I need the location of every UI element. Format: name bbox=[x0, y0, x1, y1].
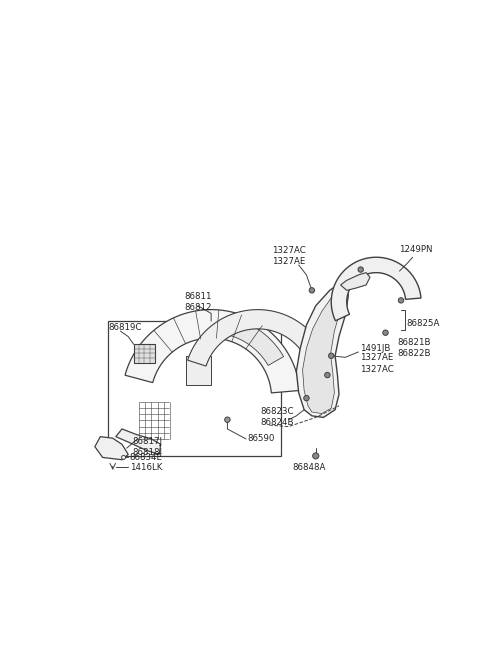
Circle shape bbox=[324, 372, 330, 378]
Text: 86821B
86822B: 86821B 86822B bbox=[397, 338, 431, 358]
Text: 1327AC
1327AE: 1327AC 1327AE bbox=[272, 246, 305, 266]
Polygon shape bbox=[302, 288, 342, 413]
Text: 86825A: 86825A bbox=[407, 319, 440, 328]
Polygon shape bbox=[116, 429, 161, 455]
Text: 1491JB: 1491JB bbox=[360, 344, 390, 352]
Text: 86848A: 86848A bbox=[292, 463, 326, 472]
Circle shape bbox=[358, 267, 363, 272]
Bar bbox=[108, 321, 281, 456]
Text: 86834E: 86834E bbox=[130, 453, 163, 462]
Circle shape bbox=[225, 417, 230, 422]
Circle shape bbox=[383, 330, 388, 335]
Polygon shape bbox=[125, 310, 300, 393]
Text: 86823C
86824B: 86823C 86824B bbox=[260, 407, 293, 428]
Circle shape bbox=[398, 297, 404, 303]
Text: 86819C: 86819C bbox=[108, 323, 142, 332]
Text: 86817J
86818J: 86817J 86818J bbox=[132, 438, 162, 457]
Circle shape bbox=[328, 353, 334, 358]
Polygon shape bbox=[228, 318, 284, 365]
Text: 1416LK: 1416LK bbox=[130, 463, 162, 472]
Circle shape bbox=[312, 453, 319, 459]
Polygon shape bbox=[296, 283, 348, 417]
Circle shape bbox=[121, 455, 125, 459]
Polygon shape bbox=[331, 257, 421, 321]
Polygon shape bbox=[95, 437, 128, 460]
Polygon shape bbox=[340, 272, 370, 290]
Text: 86811
86812: 86811 86812 bbox=[184, 292, 212, 312]
Circle shape bbox=[309, 288, 314, 293]
Circle shape bbox=[304, 396, 309, 401]
Text: 86590: 86590 bbox=[248, 434, 275, 443]
Text: 1327AE
1327AC: 1327AE 1327AC bbox=[360, 354, 394, 373]
Polygon shape bbox=[188, 310, 329, 369]
Bar bbox=[133, 345, 156, 363]
Bar bbox=[186, 356, 211, 385]
Text: 1249PN: 1249PN bbox=[399, 245, 433, 254]
